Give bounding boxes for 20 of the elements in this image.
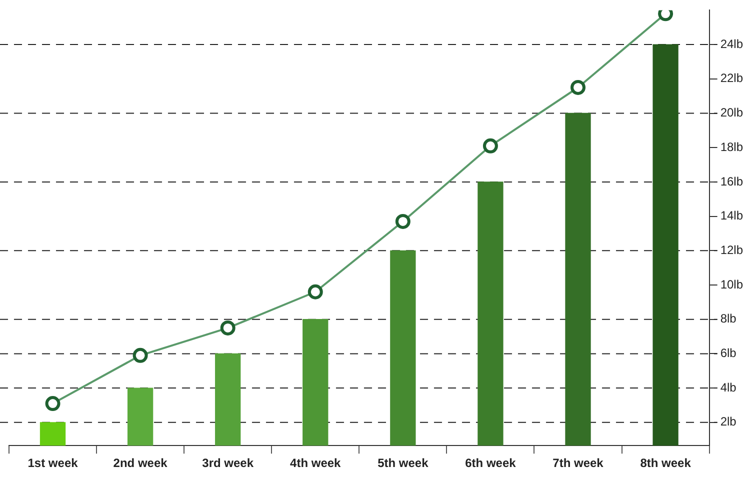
y-tick-label: 2lb xyxy=(720,414,737,429)
y-tick-label: 14lb xyxy=(720,208,744,223)
y-tick-label: 10lb xyxy=(720,277,744,292)
x-tick-label: 7th week xyxy=(552,456,604,470)
y-tick-label: 20lb xyxy=(720,106,744,120)
x-tick-label: 6th week xyxy=(465,456,516,470)
y-tick-label: 6lb xyxy=(720,346,737,360)
x-tick-label: 4th week xyxy=(290,456,342,470)
y-tick-label: 22lb xyxy=(720,71,744,86)
y-tick-label: 8lb xyxy=(720,312,737,326)
y-tick-label: 24lb xyxy=(720,36,744,51)
x-tick-label: 2nd week xyxy=(113,456,168,470)
x-tick-label: 1st week xyxy=(28,456,78,470)
y-tick-label: 4lb xyxy=(720,380,737,394)
x-tick-label: 5th week xyxy=(378,456,429,470)
y-tick-label: 12lb xyxy=(720,242,744,257)
x-tick-label: 3rd week xyxy=(202,456,254,470)
y-tick-label: 18lb xyxy=(720,140,744,154)
y-tick-label: 16lb xyxy=(720,174,744,188)
x-tick-label: 8th week xyxy=(640,456,692,470)
